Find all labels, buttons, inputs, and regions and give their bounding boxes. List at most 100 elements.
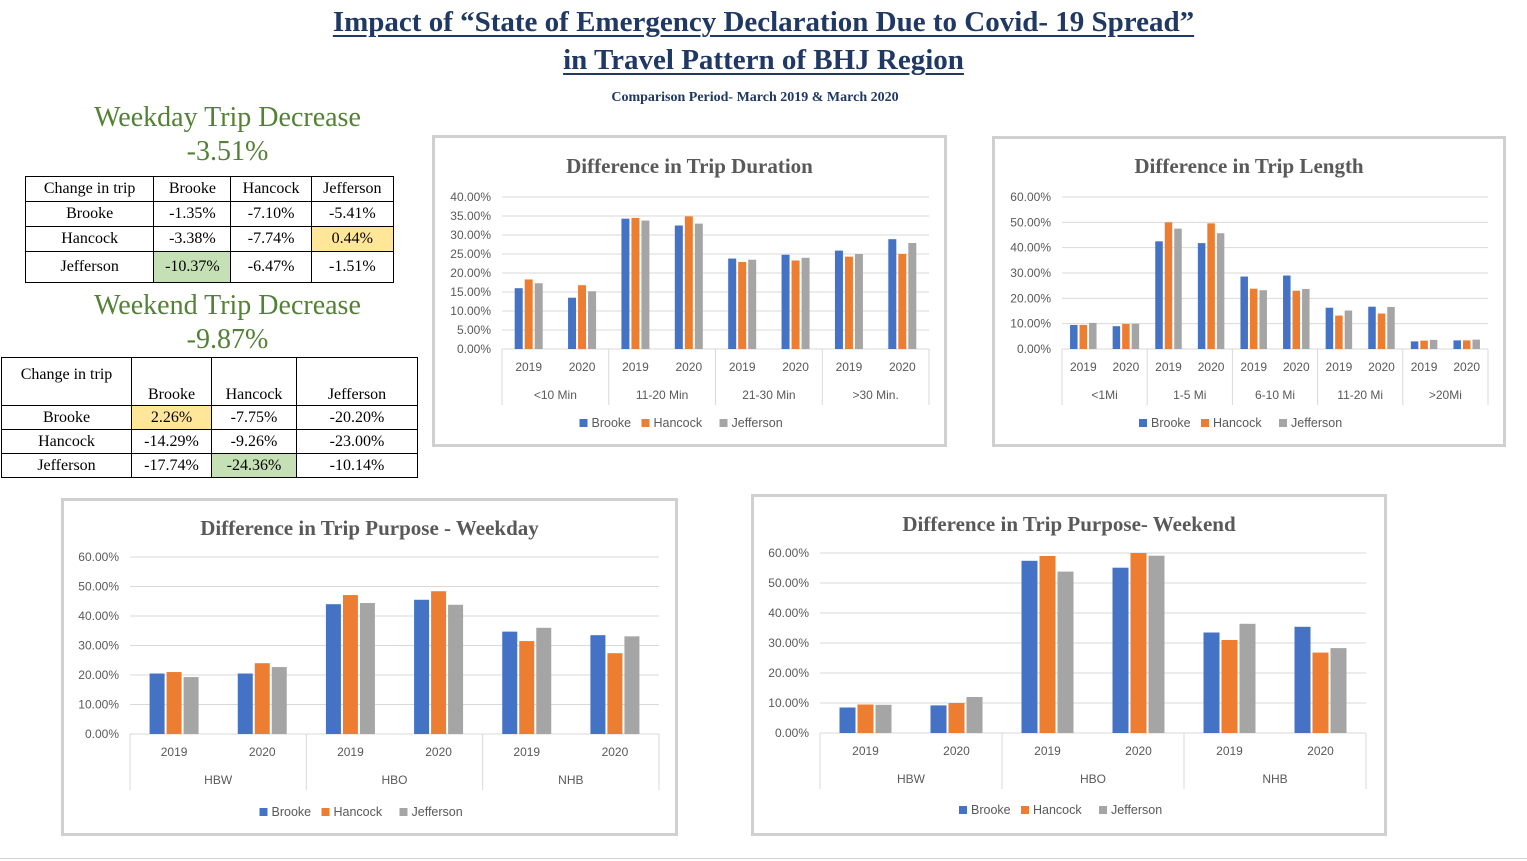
- x-group-label: 11-20 Mi: [1337, 388, 1383, 402]
- trip-duration-chart-svg: Difference in Trip Duration 0.00% 5.00% 10.…: [450, 154, 930, 430]
- bar-brooke: [1294, 626, 1311, 733]
- row-label: Jefferson: [24, 251, 155, 283]
- weekend-change-table: Change in trip Brooke Hancock Jefferson …: [1, 357, 418, 478]
- y-tick-label: 60.00%: [78, 550, 119, 564]
- chart-title: Difference in Trip Purpose - Weekday: [200, 516, 539, 540]
- y-tick-label: 50.00%: [1010, 215, 1051, 229]
- bar-brooke: [1197, 243, 1206, 349]
- bar-jefferson: [854, 254, 863, 349]
- bar-jefferson: [359, 603, 375, 734]
- bar-jefferson: [183, 677, 199, 734]
- legend-swatch: [719, 419, 728, 427]
- bar-brooke: [149, 673, 165, 734]
- x-tick-label: 2019: [1155, 360, 1182, 374]
- legend-item-brooke: Brooke: [259, 805, 311, 819]
- x-group-label: HBO: [381, 773, 407, 787]
- bar-jefferson: [748, 259, 757, 349]
- bar-brooke: [1203, 632, 1220, 733]
- legend-label: Hancock: [334, 805, 383, 819]
- x-tick-label: 2019: [622, 360, 649, 374]
- y-tick-label: 35.00%: [450, 209, 491, 223]
- y-tick-label: 0.00%: [457, 342, 491, 356]
- bar-brooke: [839, 707, 856, 733]
- bar-brooke: [1240, 276, 1248, 349]
- x-tick-label: 2020: [1368, 360, 1395, 374]
- bar-hancock: [1221, 640, 1238, 733]
- column-header-jefferson: Jefferson: [296, 357, 418, 406]
- table-row: Hancock -14.29% -9.26% -23.00%: [1, 429, 418, 454]
- y-tick-label: 50.00%: [78, 580, 119, 594]
- x-tick-label: 2020: [1125, 744, 1152, 758]
- y-tick-label: 15.00%: [450, 285, 491, 299]
- legend-swatch: [1021, 806, 1029, 814]
- bar-jefferson: [1259, 290, 1267, 349]
- bar-hancock: [1207, 223, 1215, 349]
- y-tick-label: 30.00%: [450, 228, 491, 242]
- legend-label: Hancock: [1033, 803, 1082, 817]
- bar-brooke: [674, 225, 683, 349]
- column-header-hancock: Hancock: [230, 176, 312, 202]
- y-tick-label: 40.00%: [768, 606, 809, 620]
- bar-jefferson: [908, 242, 917, 349]
- bottom-divider: [0, 858, 1527, 859]
- x-tick-label: 2019: [1240, 360, 1267, 374]
- y-tick-label: 60.00%: [768, 546, 809, 560]
- bar-hancock: [844, 256, 853, 349]
- bar-brooke: [1410, 341, 1419, 349]
- trip-purpose-weekend-chart-svg: Difference in Trip Purpose- Weekend 0.00%…: [768, 512, 1367, 817]
- bar-brooke: [781, 254, 790, 349]
- bar-jefferson: [534, 283, 543, 349]
- x-tick-label: 2019: [1070, 360, 1097, 374]
- table-row: Jefferson -10.37% -6.47% -1.51%: [24, 251, 395, 283]
- x-tick-label: 2020: [1198, 360, 1225, 374]
- bar-brooke: [237, 673, 253, 734]
- y-tick-label: 20.00%: [78, 668, 119, 682]
- table-cell-highlighted-min: -10.37%: [153, 251, 232, 283]
- bar-brooke: [590, 635, 606, 734]
- table-cell: -20.20%: [296, 405, 418, 430]
- y-tick-label: 50.00%: [768, 576, 809, 590]
- bar-jefferson: [1429, 339, 1438, 349]
- trip-length-chart: Difference in Trip Length 0.00% 10.00% 20.0…: [992, 136, 1506, 447]
- bar-brooke: [1112, 567, 1129, 733]
- x-tick-label: 2020: [569, 360, 596, 374]
- legend-item-hancock: Hancock: [1021, 803, 1082, 817]
- bar-hancock: [254, 663, 270, 734]
- bar-brooke: [1283, 275, 1291, 349]
- bar-hancock: [684, 216, 693, 349]
- bar-hancock: [1130, 553, 1147, 733]
- table-cell-highlighted-max: 0.44%: [310, 226, 395, 252]
- bar-jefferson: [1131, 323, 1140, 349]
- bar-jefferson: [1089, 322, 1097, 349]
- table-cell: -9.26%: [211, 429, 297, 454]
- y-tick-label: 10.00%: [78, 698, 119, 712]
- legend-item-hancock: Hancock: [1201, 416, 1262, 430]
- legend-swatch: [1279, 419, 1287, 427]
- x-tick-label: 2020: [1113, 360, 1140, 374]
- bar-hancock: [857, 704, 874, 733]
- weekend-heading-label: Weekend Trip Decrease: [94, 290, 361, 321]
- weekday-decrease-value: -3.51%: [186, 136, 269, 167]
- x-tick-label: 2019: [513, 745, 540, 759]
- page-title-line-2: in Travel Pattern of BHJ Region: [563, 44, 964, 76]
- bar-jefferson: [536, 627, 552, 734]
- legend-swatch: [321, 808, 330, 816]
- y-tick-label: 10.00%: [450, 304, 491, 318]
- bar-brooke: [834, 250, 843, 349]
- bar-hancock: [898, 254, 907, 349]
- bar-brooke: [514, 288, 523, 349]
- legend-label: Brooke: [971, 803, 1011, 817]
- x-group-label: HBW: [897, 772, 926, 786]
- x-tick-label: 2020: [249, 745, 276, 759]
- bar-hancock: [1420, 340, 1428, 349]
- x-tick-label: 2020: [1307, 744, 1334, 758]
- x-tick-label: 2020: [943, 744, 970, 758]
- bar-hancock: [1039, 556, 1056, 733]
- table-corner-cell: Change in trip: [24, 176, 155, 202]
- x-group-label: 6-10 Mi: [1255, 388, 1295, 402]
- bar-jefferson: [641, 220, 650, 349]
- page-title-line-1: Impact of “State of Emergency Declaratio…: [332, 6, 1195, 38]
- table-corner-cell: Change in trip: [1, 357, 132, 406]
- x-group-label: >30 Min.: [852, 388, 898, 402]
- comparison-period-subtitle: Comparison Period- March 2019 & March 20…: [611, 90, 899, 105]
